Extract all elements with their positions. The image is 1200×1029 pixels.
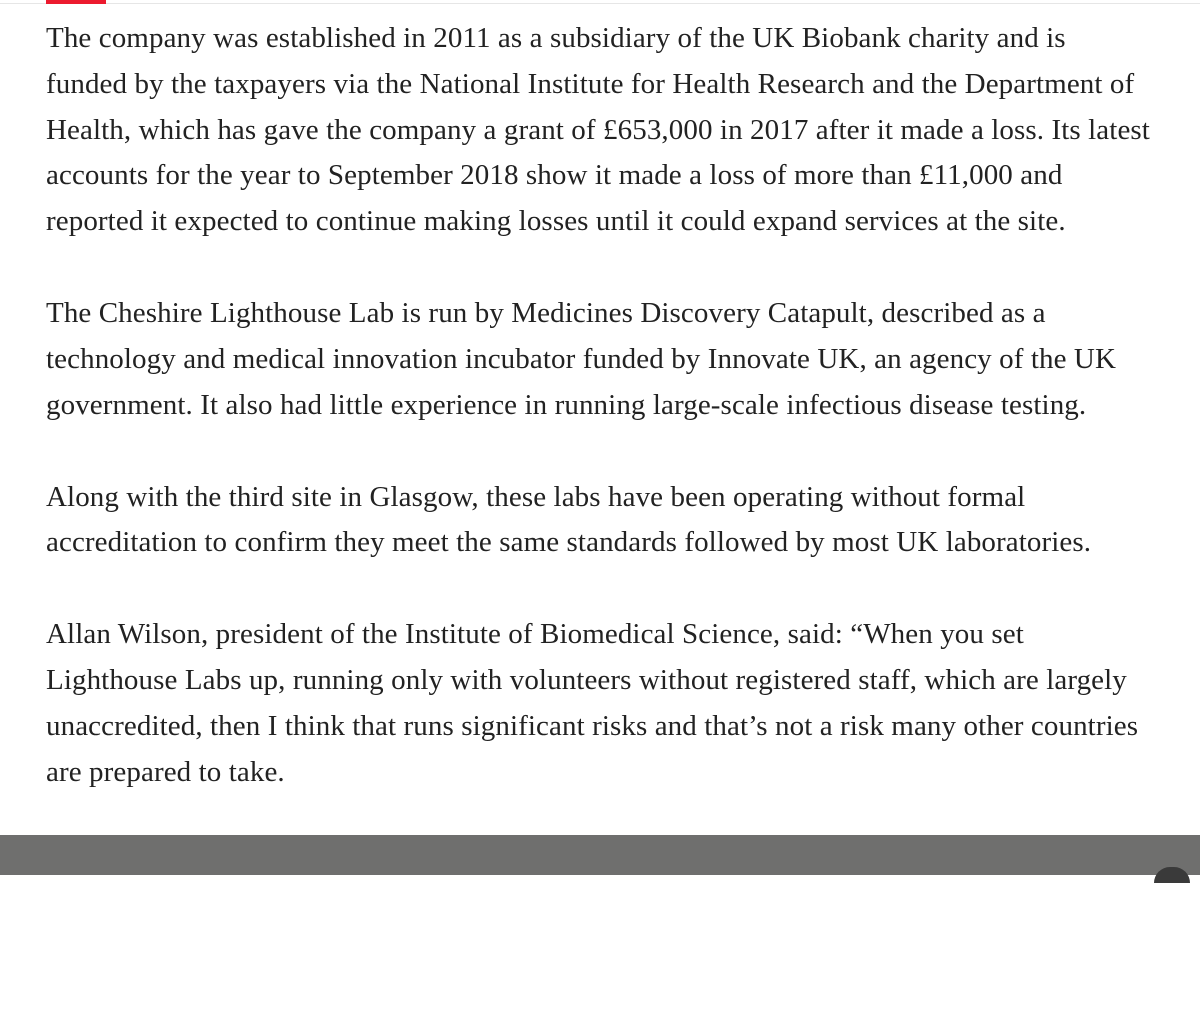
header-rule <box>0 3 1200 4</box>
paragraph: The Cheshire Lighthouse Lab is run by Me… <box>46 291 1154 428</box>
paragraph: Allan Wilson, president of the Institute… <box>46 612 1154 795</box>
bottom-toolbar <box>0 835 1200 875</box>
article-body: The company was established in 2011 as a… <box>0 6 1200 835</box>
header-accent <box>0 0 1200 6</box>
paragraph: Along with the third site in Glasgow, th… <box>46 475 1154 567</box>
accent-bar <box>46 0 106 4</box>
paragraph: The company was established in 2011 as a… <box>46 16 1154 245</box>
toolbar-handle-icon <box>1154 867 1190 883</box>
